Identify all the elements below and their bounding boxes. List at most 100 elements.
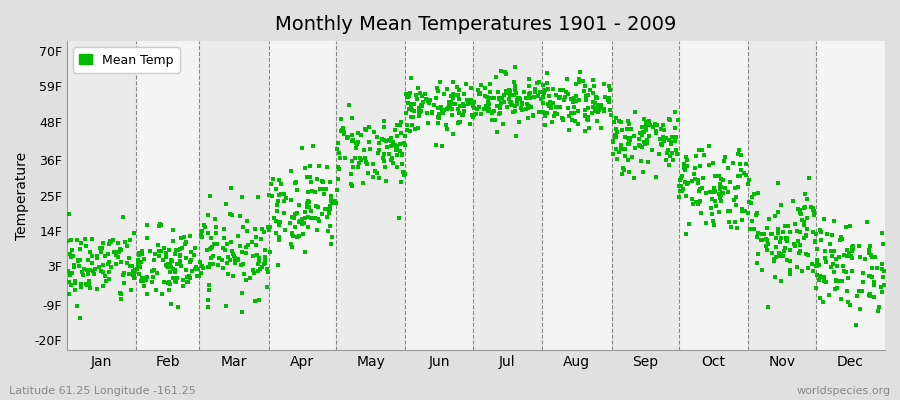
- Point: [540, 110, 554, 116]
- Point: [515, 107, 529, 113]
- Point: [513, 96, 527, 102]
- Point: [852, 288, 867, 294]
- Point: [323, 194, 338, 201]
- Point: [376, 155, 391, 162]
- Point: [162, 287, 176, 293]
- Point: [597, 81, 611, 87]
- Point: [637, 138, 652, 145]
- Point: [519, 101, 534, 107]
- Point: [292, 232, 306, 239]
- Point: [384, 154, 399, 161]
- Point: [274, 191, 288, 197]
- Point: [818, 255, 832, 262]
- Point: [431, 114, 446, 120]
- Point: [530, 93, 544, 99]
- Point: [152, 248, 166, 254]
- Point: [680, 180, 695, 186]
- Point: [734, 206, 749, 212]
- Point: [373, 140, 387, 146]
- Point: [779, 235, 794, 242]
- Point: [189, 264, 203, 270]
- Point: [537, 112, 552, 119]
- Point: [536, 94, 551, 100]
- Point: [345, 138, 359, 144]
- Point: [80, 266, 94, 273]
- Point: [702, 162, 716, 168]
- Point: [334, 128, 348, 134]
- Point: [711, 191, 725, 198]
- Point: [67, 263, 81, 270]
- Point: [319, 186, 333, 192]
- Point: [851, 243, 866, 250]
- Point: [222, 211, 237, 217]
- Point: [741, 210, 755, 216]
- Point: [528, 89, 543, 96]
- Point: [145, 267, 159, 274]
- Point: [500, 104, 514, 110]
- Point: [236, 261, 250, 267]
- Point: [188, 266, 202, 272]
- Point: [162, 247, 176, 253]
- Point: [840, 288, 854, 294]
- Point: [641, 159, 655, 165]
- Point: [452, 86, 466, 93]
- Point: [734, 167, 748, 173]
- Point: [688, 176, 703, 183]
- Point: [289, 186, 303, 193]
- Point: [586, 90, 600, 97]
- Point: [400, 99, 415, 106]
- Point: [387, 142, 401, 148]
- Point: [430, 120, 445, 126]
- Point: [771, 208, 786, 215]
- Point: [799, 251, 814, 258]
- Point: [565, 110, 580, 116]
- Point: [553, 104, 567, 110]
- Point: [707, 222, 722, 228]
- Point: [842, 298, 856, 305]
- Point: [824, 264, 839, 270]
- Point: [711, 173, 725, 180]
- Point: [466, 103, 481, 109]
- Point: [862, 292, 877, 298]
- Point: [231, 256, 246, 263]
- Point: [589, 95, 603, 101]
- Point: [832, 254, 846, 260]
- Point: [310, 176, 324, 182]
- Point: [405, 106, 419, 113]
- Point: [733, 161, 747, 167]
- Point: [201, 297, 215, 303]
- Point: [527, 86, 542, 92]
- Point: [139, 277, 153, 284]
- Point: [591, 107, 606, 113]
- Point: [814, 229, 828, 236]
- Point: [608, 115, 623, 121]
- Point: [220, 271, 235, 278]
- Point: [94, 268, 108, 274]
- Point: [508, 79, 522, 85]
- Point: [158, 250, 173, 256]
- Point: [645, 124, 660, 131]
- Point: [504, 99, 518, 105]
- Point: [641, 118, 655, 125]
- Point: [677, 161, 691, 168]
- Point: [207, 241, 221, 247]
- Point: [657, 138, 671, 144]
- Point: [665, 134, 680, 140]
- Point: [312, 186, 327, 192]
- Point: [164, 301, 178, 307]
- Point: [288, 210, 302, 217]
- Point: [668, 109, 682, 115]
- Point: [602, 95, 616, 101]
- Point: [354, 157, 368, 163]
- Point: [610, 129, 625, 136]
- Point: [70, 257, 85, 264]
- Point: [677, 165, 691, 172]
- Point: [649, 130, 663, 136]
- Point: [557, 94, 572, 100]
- Point: [131, 252, 146, 258]
- Point: [772, 250, 787, 256]
- Point: [868, 279, 882, 285]
- Point: [276, 190, 291, 197]
- Point: [802, 175, 816, 181]
- Point: [366, 129, 381, 136]
